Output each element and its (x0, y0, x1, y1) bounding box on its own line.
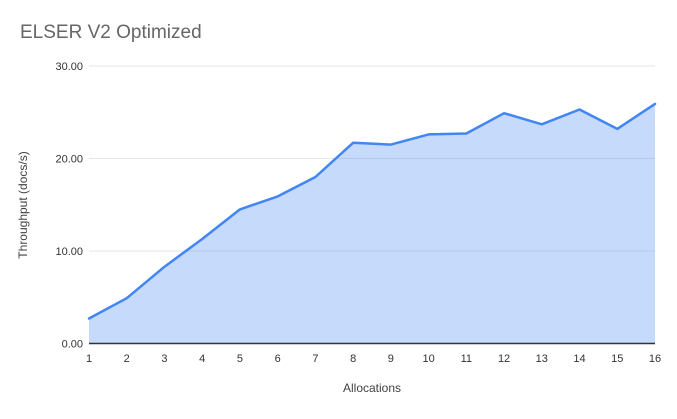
x-tick-label: 11 (461, 353, 472, 365)
x-tick-label: 3 (161, 353, 167, 365)
x-tick-label: 12 (498, 353, 510, 365)
gridlines (89, 65, 655, 252)
x-axis-title: Allocations (343, 381, 401, 395)
x-tick-label: 16 (649, 353, 661, 365)
x-tick-label: 8 (350, 353, 356, 365)
x-tick-label: 2 (124, 353, 130, 365)
chart-title: ELSER V2 Optimized (20, 22, 202, 43)
x-tick-label: 13 (536, 353, 548, 365)
y-tick-label: 30.00 (55, 61, 83, 73)
x-tick-label: 6 (275, 353, 281, 365)
x-tick-label: 5 (237, 353, 243, 365)
x-tick-label: 10 (422, 353, 434, 365)
y-tick-label: 10.00 (55, 246, 83, 258)
y-tick-label: 0.00 (62, 339, 83, 351)
y-tick-label: 20.00 (55, 154, 83, 166)
area-fill (89, 103, 655, 344)
x-tick-label: 7 (312, 353, 318, 365)
y-axis-title: Throughput (docs/s) (16, 151, 30, 258)
x-tick-label: 1 (86, 353, 92, 365)
y-tick-labels: 0.00 10.00 20.00 30.00 (55, 61, 83, 351)
x-tick-label: 4 (199, 353, 205, 365)
x-tick-label: 15 (611, 353, 623, 365)
x-tick-label: 14 (573, 353, 585, 365)
x-tick-label: 9 (388, 353, 394, 365)
series-line (87, 102, 657, 320)
x-tick-labels: 1 2 3 4 5 6 7 8 9 10 11 12 13 14 15 16 (86, 353, 661, 365)
area-series (87, 102, 657, 344)
